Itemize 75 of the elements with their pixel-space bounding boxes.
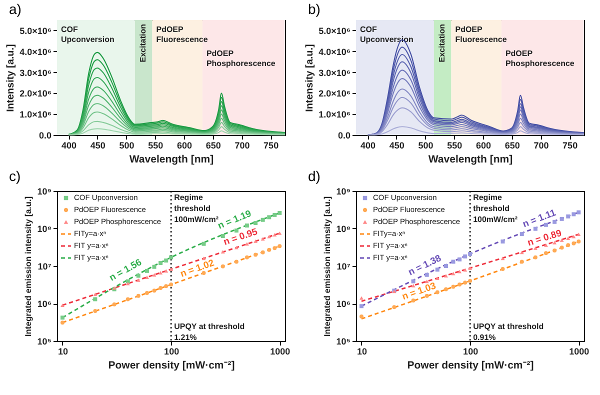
- x-axis-title: Power density [mW·cm⁻²]: [407, 360, 534, 372]
- annotation: n = 1.03: [400, 280, 438, 303]
- x-axis-title: Power density [mW·cm⁻²]: [108, 360, 235, 372]
- band-label: COF Upconversion: [61, 25, 114, 44]
- y-tick-label: 10⁷: [38, 262, 52, 272]
- x-tick-label: 10: [58, 346, 68, 356]
- x-axis-title: Wavelength [nm]: [129, 154, 214, 166]
- band-label: PdOEP Phosphorescence: [206, 49, 276, 68]
- x-tick-label: 500: [119, 140, 134, 150]
- y-tick-label: 2.0×10⁶: [20, 88, 52, 99]
- y-tick-label: 3.0×10⁶: [318, 68, 350, 78]
- x-tick-label: 400: [62, 140, 77, 150]
- x-tick-label: 700: [234, 140, 250, 150]
- y-tick-label: 5.0×10⁶: [20, 26, 52, 36]
- y-tick-label: 0.0: [338, 130, 350, 140]
- y-axis-title: Intensity [a.u.]: [6, 44, 17, 112]
- x-tick-label: 550: [447, 140, 462, 150]
- x-tick-label: 600: [176, 140, 192, 150]
- band-label: PdOEP Fluorescence: [455, 25, 508, 44]
- y-tick-label: 1.0×10⁶: [318, 110, 350, 120]
- x-tick-label: 500: [418, 140, 434, 150]
- x-tick-label: 700: [534, 140, 549, 150]
- y-tick-label: 10⁹: [336, 186, 350, 196]
- y-tick-label: 10⁵: [336, 336, 350, 346]
- y-tick-label: 4.0×10⁶: [318, 46, 350, 57]
- y-tick-label: 2.0×10⁶: [318, 88, 350, 99]
- x-tick-label: 550: [148, 140, 164, 150]
- annotation: n = 1.11: [521, 207, 558, 230]
- chart-title: b): [308, 1, 320, 17]
- band-label: Excitation: [438, 24, 447, 62]
- band-label: PdOEP Fluorescence: [156, 25, 208, 44]
- x-tick-label: 450: [90, 140, 106, 150]
- y-tick-label: 10⁶: [37, 299, 52, 309]
- y-tick-label: 0.0: [38, 130, 52, 140]
- x-tick-label: 1000: [270, 346, 290, 356]
- y-tick-label: 5.0×10⁶: [318, 26, 350, 36]
- annotation: n = 1.02: [178, 258, 216, 280]
- x-tick-label: 400: [360, 140, 376, 150]
- band-label: COF Upconversion: [360, 25, 414, 44]
- annotation: UPQY at threshold 1.21%: [174, 322, 245, 342]
- band-label: Excitation: [138, 24, 148, 62]
- y-tick-label: 10⁹: [37, 186, 52, 196]
- annotation: n = 1.56: [108, 257, 144, 284]
- annotation: n = 1.38: [406, 253, 444, 278]
- y-axis-title: Integrated emission intensity [a.u.]: [23, 196, 34, 337]
- y-axis-title: Intensity [a.u.]: [304, 44, 316, 112]
- x-tick-label: 100: [164, 346, 180, 356]
- y-tick-label: 10⁶: [336, 299, 350, 309]
- annotation: n = 0.89: [526, 228, 564, 249]
- y-tick-label: 10⁵: [37, 336, 52, 346]
- annotation: UPQY at threshold 0.91%: [473, 322, 544, 342]
- y-tick-label: 10⁷: [336, 262, 351, 272]
- y-tick-label: 1.0×10⁶: [20, 110, 52, 120]
- x-tick-label: 10: [356, 346, 368, 356]
- y-tick-label: 3.0×10⁶: [20, 68, 52, 78]
- band-label: PdOEP Phosphorescence: [505, 49, 575, 68]
- chart-title: a): [9, 1, 22, 17]
- x-tick-label: 750: [264, 140, 279, 150]
- chart-title: c): [9, 168, 21, 184]
- chart-title: d): [308, 168, 320, 184]
- x-axis-title: Wavelength [nm]: [428, 154, 513, 166]
- ref-line-label: Regime threshold 100mW/cm²: [174, 193, 219, 224]
- x-tick-label: 100: [463, 346, 478, 356]
- x-tick-label: 650: [206, 140, 221, 150]
- ref-line-label: Regime threshold 100mW/cm²: [473, 193, 518, 224]
- annotation: n = 0.95: [222, 226, 260, 248]
- x-tick-label: 650: [504, 140, 520, 150]
- y-tick-label: 10⁸: [37, 224, 52, 234]
- y-tick-label: 4.0×10⁶: [20, 46, 52, 57]
- x-tick-label: 600: [476, 140, 492, 150]
- y-tick-label: 10⁸: [336, 224, 350, 234]
- x-tick-label: 750: [562, 140, 578, 150]
- y-axis-title: Integrated emission intensity [a.u.]: [322, 196, 332, 337]
- x-tick-label: 1000: [569, 346, 590, 356]
- x-tick-label: 450: [389, 140, 404, 150]
